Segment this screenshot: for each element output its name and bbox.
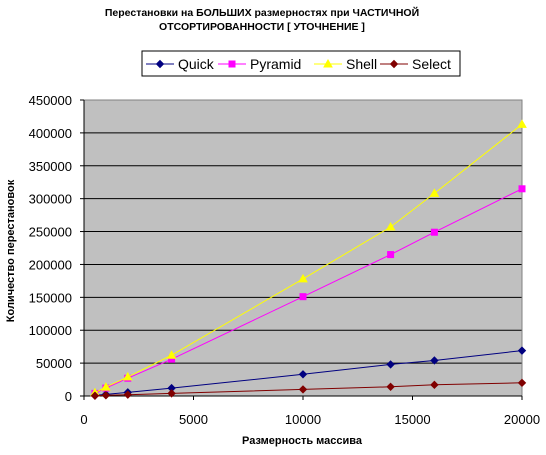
x-tick-label: 0 <box>80 412 87 427</box>
legend-marker-pyramid <box>228 60 236 68</box>
legend: Quick Pyramid Shell Select <box>141 50 461 77</box>
data-point-select <box>123 390 133 399</box>
chart-title-line: Перестановки на БОЛЬШИХ размерностях при… <box>105 6 419 19</box>
y-tick-label: 0 <box>65 389 72 404</box>
data-point-select <box>298 385 308 394</box>
y-tick-label: 200000 <box>29 257 72 272</box>
y-axis-title: Количество перестановок <box>5 179 17 322</box>
y-tick-label: 350000 <box>29 159 72 174</box>
y-tick-label: 50000 <box>36 356 72 371</box>
legend-label-pyramid: Pyramid <box>250 56 301 72</box>
data-point-quick <box>430 356 439 365</box>
data-point-pyramid <box>299 293 307 301</box>
y-tick-label: 150000 <box>29 290 72 305</box>
data-point-pyramid <box>518 185 526 193</box>
data-point-shell <box>517 119 527 128</box>
data-point-shell <box>298 273 308 283</box>
data-point-select <box>167 389 176 398</box>
x-tick-label: 20000 <box>504 412 540 427</box>
legend-label-shell: Shell <box>346 56 377 72</box>
data-point-select <box>517 378 527 388</box>
data-point-shell <box>122 371 133 381</box>
legend-label-quick: Quick <box>178 56 215 72</box>
series <box>90 119 527 400</box>
data-point-shell <box>385 221 396 231</box>
y-tick-label: 450000 <box>29 93 72 108</box>
data-point-shell <box>166 350 177 359</box>
plot-background <box>84 100 522 396</box>
y-axis-ticks: 0 50000 100000 150000 200000 250000 300000 3500… <box>29 93 84 404</box>
data-point-quick <box>386 360 395 369</box>
legend-marker-quick <box>155 59 165 69</box>
legend-marker-select <box>389 59 399 69</box>
data-point-shell <box>429 188 440 197</box>
series-line-pyramid <box>94 188 523 394</box>
series-line-shell <box>94 123 523 394</box>
x-tick-label: 15000 <box>394 412 430 427</box>
x-tick-label: 5000 <box>179 412 208 427</box>
data-point-quick <box>298 370 308 379</box>
plot-area <box>83 99 523 397</box>
y-tick-label: 400000 <box>29 126 72 141</box>
data-point-select <box>101 391 111 400</box>
chart-title-line: ОТСОРТИРОВАННОСТИ [ УТОЧНЕНИЕ ] <box>159 21 365 33</box>
data-point-select <box>90 391 100 400</box>
data-point-select <box>386 382 395 391</box>
y-tick-label: 250000 <box>29 225 72 240</box>
y-tick-label: 100000 <box>29 323 72 338</box>
data-point-shell <box>101 382 111 391</box>
data-point-quick <box>517 346 527 355</box>
data-point-pyramid <box>430 228 438 236</box>
legend-label-select: Select <box>412 56 451 72</box>
data-point-pyramid <box>387 251 395 259</box>
x-axis-ticks: 0 5000 10000 15000 20000 <box>80 396 540 427</box>
chart-title: Перестановки на БОЛЬШИХ размерностях при… <box>105 6 419 33</box>
legend-marker-shell <box>323 58 333 68</box>
x-axis-title: Размерность массива <box>242 435 363 447</box>
x-tick-label: 10000 <box>285 412 321 427</box>
data-point-select <box>430 380 439 390</box>
y-tick-label: 300000 <box>29 192 72 207</box>
